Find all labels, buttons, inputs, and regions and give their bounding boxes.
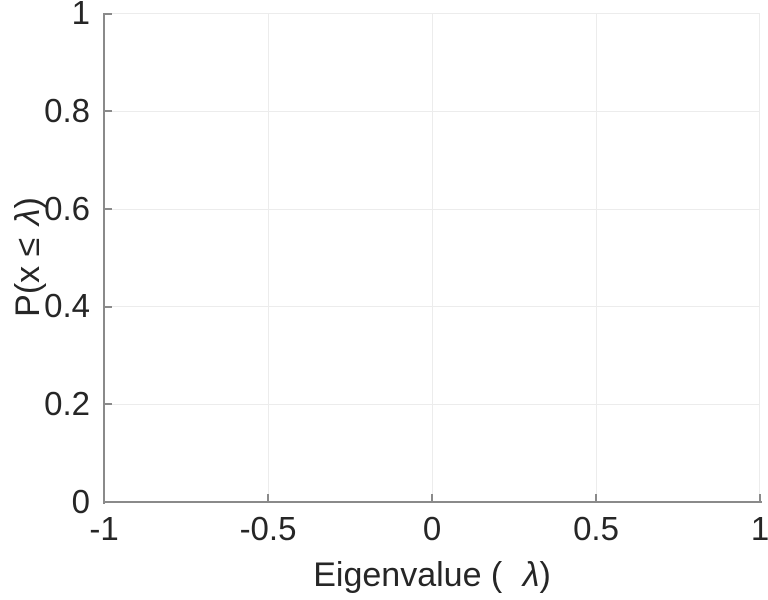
y-tick-0.8 xyxy=(105,110,112,112)
x-tick--1 xyxy=(103,494,105,501)
plot-area xyxy=(104,13,760,502)
y-tick-label-0.6: 0.6 xyxy=(44,190,90,227)
lambda-symbol: λ xyxy=(9,208,47,226)
gridline-x-1.0 xyxy=(759,13,760,502)
x-tick-label-0.5: 0.5 xyxy=(573,510,619,547)
y-tick-label-0.2: 0.2 xyxy=(44,385,90,422)
y-tick-label-0: 0 xyxy=(71,483,90,520)
x-axis-label-text: Eigenvalue ( xyxy=(313,556,512,594)
x-axis-label: Eigenvalue ( λ) xyxy=(132,553,732,597)
gridline-x--0.5 xyxy=(268,13,269,502)
x-tick-1 xyxy=(759,494,761,501)
x-tick-label--1: -1 xyxy=(89,510,119,547)
gridline-x-0 xyxy=(432,13,433,502)
y-tick-label-0.4: 0.4 xyxy=(44,287,90,324)
lambda-symbol: λ xyxy=(522,556,540,594)
y-tick-label-1: 1 xyxy=(71,0,90,31)
y-axis-label: P(x ≤ λ) xyxy=(6,132,50,382)
y-tick-1 xyxy=(105,13,112,15)
x-tick-label-0: 0 xyxy=(422,510,442,547)
x-tick-label-1: 1 xyxy=(750,510,768,547)
x-axis-label-close: ) xyxy=(539,556,551,594)
y-tick-0 xyxy=(105,501,112,503)
y-axis-label-close: ) xyxy=(9,197,47,209)
y-tick-0.6 xyxy=(105,208,112,210)
x-tick-0.5 xyxy=(595,494,597,501)
x-tick-0 xyxy=(431,494,433,501)
gridline-x-0.5 xyxy=(596,13,597,502)
x-tick--0.5 xyxy=(267,494,269,501)
y-axis-line xyxy=(103,13,105,504)
y-tick-0.4 xyxy=(105,306,112,308)
x-axis-line xyxy=(103,501,762,503)
y-tick-0.2 xyxy=(105,403,112,405)
y-tick-label-0.8: 0.8 xyxy=(44,92,90,129)
x-tick-label--0.5: -0.5 xyxy=(239,510,297,547)
y-axis-label-text: P(x ≤ xyxy=(9,228,47,317)
